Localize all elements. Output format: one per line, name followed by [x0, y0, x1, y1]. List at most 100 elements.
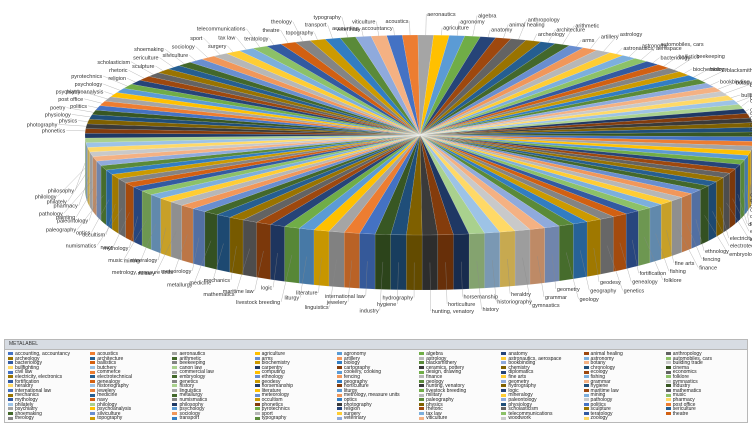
legend-swatch [172, 365, 178, 369]
leader-line-commercial-law [748, 175, 752, 207]
pie-slice-theatre [280, 42, 421, 136]
pie-side-international-law [359, 233, 376, 290]
legend-swatch [172, 393, 178, 397]
legend-label: cartography [343, 364, 371, 371]
slice-label-bacteriology: bacteriology [661, 56, 691, 62]
legend-item-psychology: psychology [172, 406, 204, 412]
legend-swatch [419, 407, 425, 411]
legend-label: horticulture [343, 383, 369, 390]
legend-item-accounting-accountancy: accounting, accountancy [8, 351, 70, 357]
pie-side-electricity-electronics [716, 177, 724, 237]
leader-line-diplomatics [737, 194, 748, 225]
legend-swatch [8, 375, 13, 379]
legend-label: fine arts [508, 374, 527, 380]
legend-item-astrology: astrology [419, 356, 446, 362]
legend-swatch [90, 361, 96, 365]
legend-item-meteorology: meteorology [254, 392, 289, 398]
legend-item-fencing: fencing [336, 374, 360, 380]
leader-line-astronomy [628, 45, 641, 57]
pie-slice-chronology [419, 127, 752, 136]
legend-item-silviculture: silviculture [90, 410, 121, 417]
slice-label-shoemaking: shoemaking [134, 47, 164, 53]
pie-slice-canon-law [419, 104, 744, 136]
pie-side-paleography [100, 165, 107, 226]
slice-label-cartography: cartography [750, 111, 752, 117]
leader-line-philology [57, 167, 86, 197]
leader-line-automobiles-cars [640, 43, 660, 60]
leader-line-philately [67, 172, 87, 202]
slice-label-history: history [483, 307, 499, 313]
leader-line-post-office [84, 98, 103, 104]
legend-item-commerce: commerce [90, 369, 121, 375]
legend-label: telecommunications [508, 410, 553, 417]
legend-item-history: history [172, 383, 194, 389]
legend-label: silviculture [97, 410, 121, 417]
legend-label: genealogy [97, 378, 121, 385]
leader-line-liturgy [299, 256, 307, 298]
legend-item-scholasticism: scholasticism [501, 406, 538, 412]
slice-label-commerce: commerce [750, 198, 752, 204]
legend-label: paleography [426, 397, 454, 403]
legend-label: religion [343, 406, 360, 413]
leader-line-commerce [748, 180, 752, 201]
slice-label-philosophy: philosophy [48, 189, 75, 195]
legend-swatch [501, 370, 507, 374]
pie-slice-medicine [216, 134, 421, 218]
slice-label-telecommunications: telecommunications [197, 27, 246, 33]
legend-swatch [172, 370, 178, 374]
legend-label: sericulture [672, 406, 696, 413]
legend-swatch [172, 352, 178, 356]
pie-slices [84, 34, 752, 236]
pie-side-logic [270, 224, 285, 282]
leader-line-animal-healing [503, 24, 509, 39]
legend-label: woodwork [508, 415, 531, 422]
legend-item-philately: philately [8, 402, 33, 408]
pie-side-fine-arts [660, 200, 672, 260]
slice-label-mathematics: mathematics [203, 292, 234, 298]
legend-swatch [254, 375, 260, 379]
legend-label: transport [179, 415, 200, 422]
legend-item-industry: industry [665, 383, 690, 389]
pie-side-ethnology [691, 189, 701, 249]
legend-label: physics [426, 401, 443, 408]
legend-item-carpentry: carpentry [254, 365, 283, 371]
legend-label: chemistry [508, 364, 530, 371]
legend-swatch [501, 365, 507, 369]
slice-label-surgery: surgery [208, 44, 227, 50]
legend-swatch [501, 352, 507, 356]
legend-item-sport: sport [254, 411, 273, 417]
leader-line-psychoanalysis [104, 91, 114, 95]
legend-label: anthropology [672, 351, 702, 357]
slice-label-automobiles-cars: automobiles, cars [661, 42, 704, 48]
legend-label: fortification [15, 378, 40, 385]
legend-label: astronautics, aerospace [508, 355, 562, 362]
legend-swatch [665, 398, 671, 402]
slice-label-linguistics: linguistics [305, 305, 329, 311]
pie-slice-teratology [266, 43, 421, 136]
legend-item-music: music [665, 392, 686, 398]
legend-item-computing: computing [254, 369, 285, 375]
slice-label-photography: photography [27, 122, 58, 128]
leader-line-pathology [63, 181, 92, 214]
legend-item-civil-law: civil law [8, 369, 32, 375]
pie-slice-mathematics [242, 134, 421, 223]
pie-side-folklore [638, 207, 651, 267]
slice-label-aeronautics: aeronautics [427, 12, 456, 18]
pie-side-military [170, 201, 182, 261]
legend-item-genealogy: genealogy [90, 379, 120, 385]
legend-label: mineralogy [508, 392, 533, 399]
slice-label-veterinary: veterinary [336, 27, 360, 33]
leader-line-biochemistry [684, 68, 693, 74]
leader-line-navy [113, 212, 130, 248]
slice-label-viticulture: viticulture [352, 20, 375, 26]
legend-swatch [90, 407, 96, 411]
legend-label: aeronautics [179, 351, 206, 357]
legend-label: embryology [179, 374, 206, 380]
slice-label-horticulture: horticulture [448, 302, 475, 308]
leader-line-historiography [492, 260, 497, 302]
leader-line-artillery [590, 36, 600, 49]
pie-side-industry [374, 233, 391, 290]
pie-slice-heraldry [419, 134, 516, 233]
legend-item-topography: topography [90, 415, 122, 421]
pie-slice-gymnastics [419, 134, 531, 232]
